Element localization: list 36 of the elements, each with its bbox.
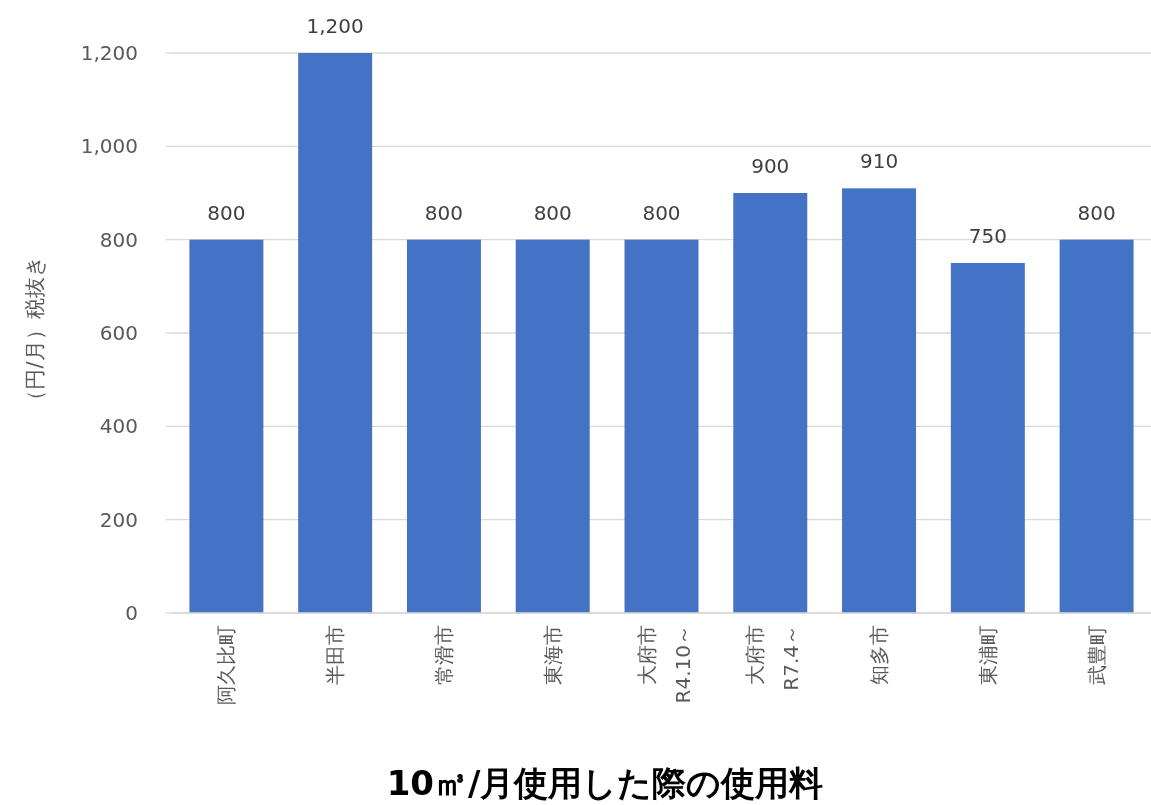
data-label: 900 bbox=[751, 154, 790, 178]
y-tick-label: 600 bbox=[99, 321, 138, 345]
data-label: 800 bbox=[1077, 200, 1116, 225]
data-label: 750 bbox=[968, 224, 1007, 248]
data-label: 800 bbox=[533, 200, 572, 225]
data-label: 800 bbox=[424, 200, 464, 225]
text: 10㎥/月使用した際の使用料 bbox=[386, 763, 824, 803]
data-label: 800 bbox=[207, 200, 246, 225]
data-label: 910 bbox=[859, 149, 899, 174]
bar bbox=[733, 193, 808, 613]
data-label: 800 bbox=[642, 200, 681, 225]
y-tick-label: 200 bbox=[99, 507, 138, 532]
y-tick-label: 1,000 bbox=[80, 134, 138, 159]
y-tick-label: 800 bbox=[99, 227, 138, 252]
y-axis-title: （円/月）税抜き bbox=[23, 255, 47, 411]
bar bbox=[842, 188, 917, 613]
bar bbox=[406, 239, 481, 613]
bar bbox=[950, 263, 1025, 613]
bar bbox=[624, 239, 699, 613]
x-tick-label: 東浦町 bbox=[975, 625, 1000, 685]
y-tick-label: 0 bbox=[125, 601, 138, 625]
bar bbox=[298, 53, 373, 613]
y-tick-label: 400 bbox=[99, 414, 138, 439]
x-tick-label: 東海市 bbox=[540, 625, 565, 685]
x-tick-label: 常滑市 bbox=[431, 625, 456, 685]
x-tick-label: 阿久比町 bbox=[214, 625, 239, 705]
bar bbox=[1059, 239, 1134, 613]
bar bbox=[515, 239, 590, 613]
x-tick-label: 半田市 bbox=[323, 625, 348, 685]
y-tick-label: 1,200 bbox=[80, 41, 138, 65]
x-tick-label: 武豊町 bbox=[1084, 625, 1109, 685]
x-tick-label: 知多市 bbox=[867, 625, 892, 685]
data-label: 1,200 bbox=[306, 14, 364, 38]
x-tick-label: 大府市 R4.10～ bbox=[634, 625, 695, 704]
bar bbox=[189, 239, 264, 613]
x-tick-label: 大府市 R7.4～ bbox=[743, 625, 804, 691]
